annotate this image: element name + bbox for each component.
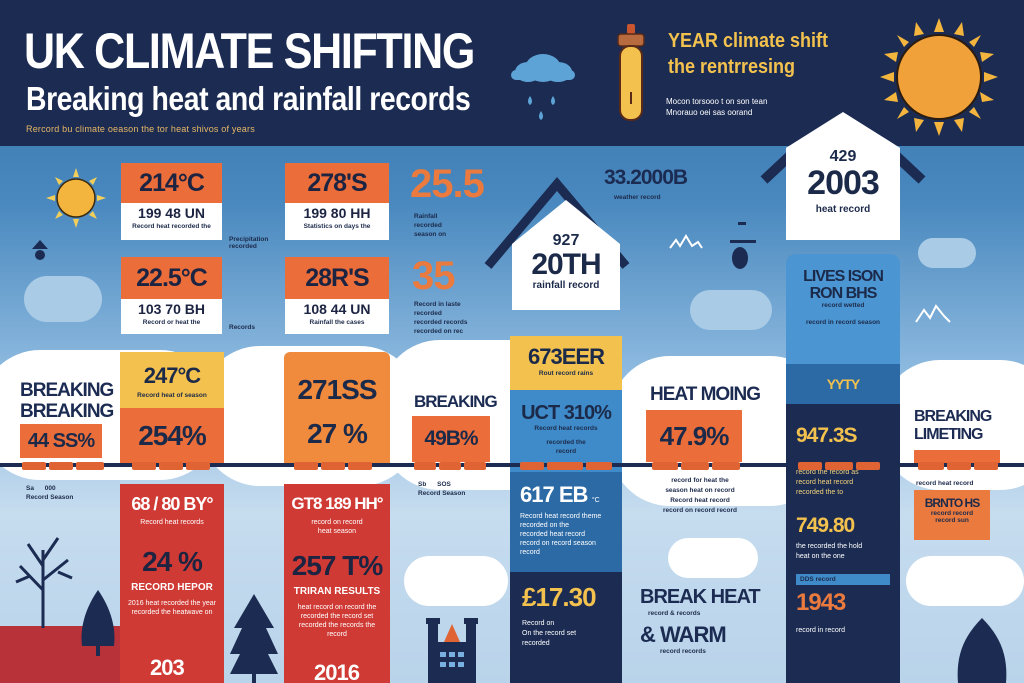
year-label: 203	[150, 655, 185, 680]
rain-cloud-icon	[506, 44, 580, 130]
timeline-bar	[0, 463, 1024, 467]
stat-card: 278'S 199 80 HH Statistics on days the	[285, 163, 389, 240]
pine-tree-icon	[230, 594, 278, 683]
side-note: Records	[229, 324, 256, 331]
cloud-icon	[24, 276, 102, 322]
right-heading: BREAKING LIMETING	[914, 408, 992, 443]
break-heat-title: BREAK HEAT	[640, 586, 761, 608]
timeline-tabs	[414, 462, 486, 470]
cloud-icon	[668, 538, 758, 578]
col5-value-box: 47.9%	[646, 410, 742, 462]
thermometer-icon	[614, 22, 648, 122]
orange-stat-caption: Record in laste recorded recorded record…	[414, 301, 468, 335]
col3-note: Sb SOS Record Season	[418, 481, 466, 497]
stat-card: 28R'S 108 44 UN Rainfall the cases	[285, 257, 389, 334]
timeline-tabs	[22, 462, 104, 470]
year-heading: YEAR climate shift the rentrresing	[668, 30, 829, 78]
page-subtitle: Breaking heat and rainfall records	[26, 80, 471, 117]
warm-sub: record records	[660, 648, 706, 655]
bird-icon	[32, 240, 48, 262]
timeline-tabs	[132, 462, 210, 470]
side-note: Precipitation recorded	[229, 236, 269, 250]
warm-title: & WARM	[640, 622, 727, 647]
left-note: Sa 000 Record Season	[26, 485, 74, 501]
small-sun-icon	[46, 168, 106, 228]
stat-card: 214°C 199 48 UN Record heat recorded the	[121, 163, 222, 240]
right-line: record heat record	[916, 480, 974, 487]
timeline-tabs	[520, 462, 612, 470]
sun-icon	[880, 18, 998, 136]
break-heat-sub: record & records	[648, 610, 701, 617]
bare-tree-icon	[10, 530, 76, 628]
cloud-icon	[906, 556, 1024, 606]
timeline-tabs	[798, 462, 880, 470]
year-subtext: Mocon torsooo t on son tean Mnorauo oei …	[666, 97, 768, 117]
year-label: 2016	[314, 660, 360, 683]
page-title: UK CLIMATE SHIFTING	[24, 23, 475, 79]
col5-heading: HEAT MOING	[650, 384, 761, 405]
right-box: BRNTO HS record record record sun	[914, 490, 990, 540]
stat-card: 22.5°C 103 70 BH Record or heat the	[121, 257, 222, 334]
mid-stat-caption: weather record	[614, 194, 661, 201]
orange-stat: 35	[412, 254, 455, 298]
timeline-tabs	[652, 462, 740, 470]
orange-stat-caption: Rainfall recorded season on	[414, 213, 447, 238]
weather-vane-icon	[728, 220, 758, 272]
column-6: YYTY 947.3S record the record as record …	[786, 364, 900, 683]
column-2: 271SS 27 % GT8 189 HH° record on record …	[284, 352, 390, 683]
col5-body: record for heat the season heat on recor…	[662, 477, 738, 514]
timeline-tabs	[918, 462, 998, 470]
orange-stat: 25.5	[410, 162, 485, 206]
pine-tree-icon	[78, 590, 118, 656]
castle-icon	[424, 612, 480, 683]
pine-tree-icon	[952, 618, 1012, 683]
header-banner: UK CLIMATE SHIFTING Breaking heat and ra…	[0, 0, 1024, 146]
bird-sketch-icon	[914, 300, 954, 326]
col3-heading: BREAKING	[414, 392, 498, 411]
cloud-icon	[404, 556, 508, 606]
col3-value-box: 49B%	[412, 416, 490, 462]
mid-stat: 33.2000B	[604, 166, 688, 189]
cloud-icon	[918, 238, 976, 268]
cloud-icon	[690, 290, 772, 330]
bird-sketch-icon	[668, 232, 704, 252]
column-4: 673EER Rout record rains UCT 310% Record…	[510, 336, 622, 683]
timeline-tabs	[294, 462, 372, 470]
blue-panel: LIVES ISON RON BHS record wetted record …	[786, 254, 900, 364]
column-1: 247°C Record heat of season 254% 68 / 80…	[120, 352, 224, 683]
left-value-box: 44 SS%	[20, 424, 102, 458]
left-heading: BREAKING BREAKING	[20, 380, 114, 422]
tagline: Rercord bu climate oeason the tor heat s…	[26, 124, 255, 134]
